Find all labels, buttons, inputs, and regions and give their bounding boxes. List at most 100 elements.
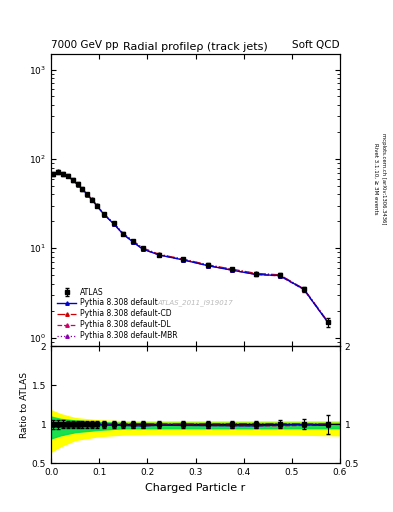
Pythia 8.308 default [121,231,126,238]
Pythia 8.308 default-DL [121,231,126,238]
Pythia 8.308 default [80,186,85,192]
Pythia 8.308 default [56,169,61,175]
Pythia 8.308 default [325,319,330,326]
Pythia 8.308 default-DL [66,173,70,179]
Pythia 8.308 default-CD [229,266,234,272]
Pythia 8.308 default-CD [66,173,70,179]
Pythia 8.308 default-MBR [301,286,306,292]
Pythia 8.308 default [253,271,258,278]
Pythia 8.308 default-DL [253,271,258,278]
Pythia 8.308 default-DL [102,211,107,218]
Pythia 8.308 default-CD [94,202,99,208]
Pythia 8.308 default-CD [75,181,80,187]
Pythia 8.308 default-CD [61,171,66,177]
Pythia 8.308 default-MBR [111,220,116,226]
Y-axis label: Ratio to ATLAS: Ratio to ATLAS [20,372,29,438]
Pythia 8.308 default [181,257,186,263]
Pythia 8.308 default-CD [301,286,306,292]
Pythia 8.308 default [157,252,162,258]
Pythia 8.308 default-DL [130,239,135,245]
Pythia 8.308 default-MBR [56,168,61,175]
Pythia 8.308 default-DL [80,186,85,193]
Pythia 8.308 default-DL [70,177,75,183]
Pythia 8.308 default-MBR [181,257,186,263]
Pythia 8.308 default-CD [102,211,107,217]
Pythia 8.308 default-CD [277,272,282,278]
Pythia 8.308 default-MBR [130,238,135,244]
Pythia 8.308 default-DL [51,172,56,178]
Pythia 8.308 default-MBR [277,272,282,278]
Text: Soft QCD: Soft QCD [292,40,340,50]
Pythia 8.308 default-MBR [51,171,56,177]
Title: Radial profileρ (track jets): Radial profileρ (track jets) [123,41,268,52]
Pythia 8.308 default-DL [85,191,90,198]
Pythia 8.308 default-CD [56,168,61,175]
Pythia 8.308 default-MBR [85,191,90,198]
Pythia 8.308 default-MBR [61,171,66,177]
Pythia 8.308 default [94,203,99,209]
Text: mcplots.cern.ch [arXiv:1306.3436]: mcplots.cern.ch [arXiv:1306.3436] [381,134,386,225]
Pythia 8.308 default-MBR [205,262,210,268]
Pythia 8.308 default-MBR [94,203,99,209]
Pythia 8.308 default-MBR [157,251,162,258]
Pythia 8.308 default-MBR [140,245,145,251]
Pythia 8.308 default-CD [140,245,145,251]
Pythia 8.308 default [61,171,66,177]
Text: Rivet 3.1.10, ≥ 3M events: Rivet 3.1.10, ≥ 3M events [373,143,378,215]
Pythia 8.308 default-CD [51,170,56,177]
Pythia 8.308 default-DL [75,182,80,188]
Pythia 8.308 default-MBR [253,271,258,277]
Pythia 8.308 default-DL [277,273,282,279]
Pythia 8.308 default [301,286,306,292]
Pythia 8.308 default-MBR [229,266,234,272]
Pythia 8.308 default-CD [70,177,75,183]
Pythia 8.308 default-CD [205,262,210,268]
Pythia 8.308 default-MBR [75,181,80,187]
Pythia 8.308 default-CD [80,186,85,192]
Legend: ATLAS, Pythia 8.308 default, Pythia 8.308 default-CD, Pythia 8.308 default-DL, P: ATLAS, Pythia 8.308 default, Pythia 8.30… [55,285,180,343]
Pythia 8.308 default-CD [181,256,186,262]
Pythia 8.308 default [66,173,70,179]
Pythia 8.308 default [102,211,107,218]
Pythia 8.308 default [140,246,145,252]
Pythia 8.308 default-CD [253,270,258,276]
Pythia 8.308 default-DL [61,171,66,177]
Pythia 8.308 default-DL [181,257,186,263]
Pythia 8.308 default [205,263,210,269]
Pythia 8.308 default-MBR [80,186,85,192]
Pythia 8.308 default-CD [111,220,116,226]
Pythia 8.308 default-DL [205,263,210,269]
Pythia 8.308 default [277,272,282,279]
Pythia 8.308 default-DL [157,252,162,258]
Pythia 8.308 default [130,239,135,245]
Pythia 8.308 default [51,172,56,178]
Pythia 8.308 default-MBR [121,231,126,237]
Pythia 8.308 default-DL [94,203,99,209]
Pythia 8.308 default-CD [325,318,330,325]
Line: Pythia 8.308 default-CD: Pythia 8.308 default-CD [52,169,330,324]
Pythia 8.308 default-DL [229,267,234,273]
Text: 7000 GeV pp: 7000 GeV pp [51,40,119,50]
Pythia 8.308 default-DL [111,221,116,227]
Line: Pythia 8.308 default: Pythia 8.308 default [52,170,330,324]
Pythia 8.308 default-DL [140,246,145,252]
Text: ATLAS_2011_I919017: ATLAS_2011_I919017 [158,299,233,306]
Pythia 8.308 default [229,267,234,273]
Pythia 8.308 default [85,191,90,198]
Pythia 8.308 default-CD [90,197,94,203]
Pythia 8.308 default-DL [90,197,94,203]
X-axis label: Charged Particle r: Charged Particle r [145,483,246,493]
Pythia 8.308 default-MBR [102,211,107,218]
Pythia 8.308 default [75,181,80,187]
Line: Pythia 8.308 default-MBR: Pythia 8.308 default-MBR [52,170,330,324]
Pythia 8.308 default-DL [301,287,306,293]
Pythia 8.308 default-CD [121,230,126,237]
Pythia 8.308 default-MBR [66,173,70,179]
Pythia 8.308 default-MBR [325,319,330,325]
Pythia 8.308 default-DL [56,169,61,175]
Pythia 8.308 default [111,221,116,227]
Pythia 8.308 default-MBR [70,177,75,183]
Pythia 8.308 default [70,177,75,183]
Pythia 8.308 default-DL [325,319,330,326]
Pythia 8.308 default-CD [85,191,90,197]
